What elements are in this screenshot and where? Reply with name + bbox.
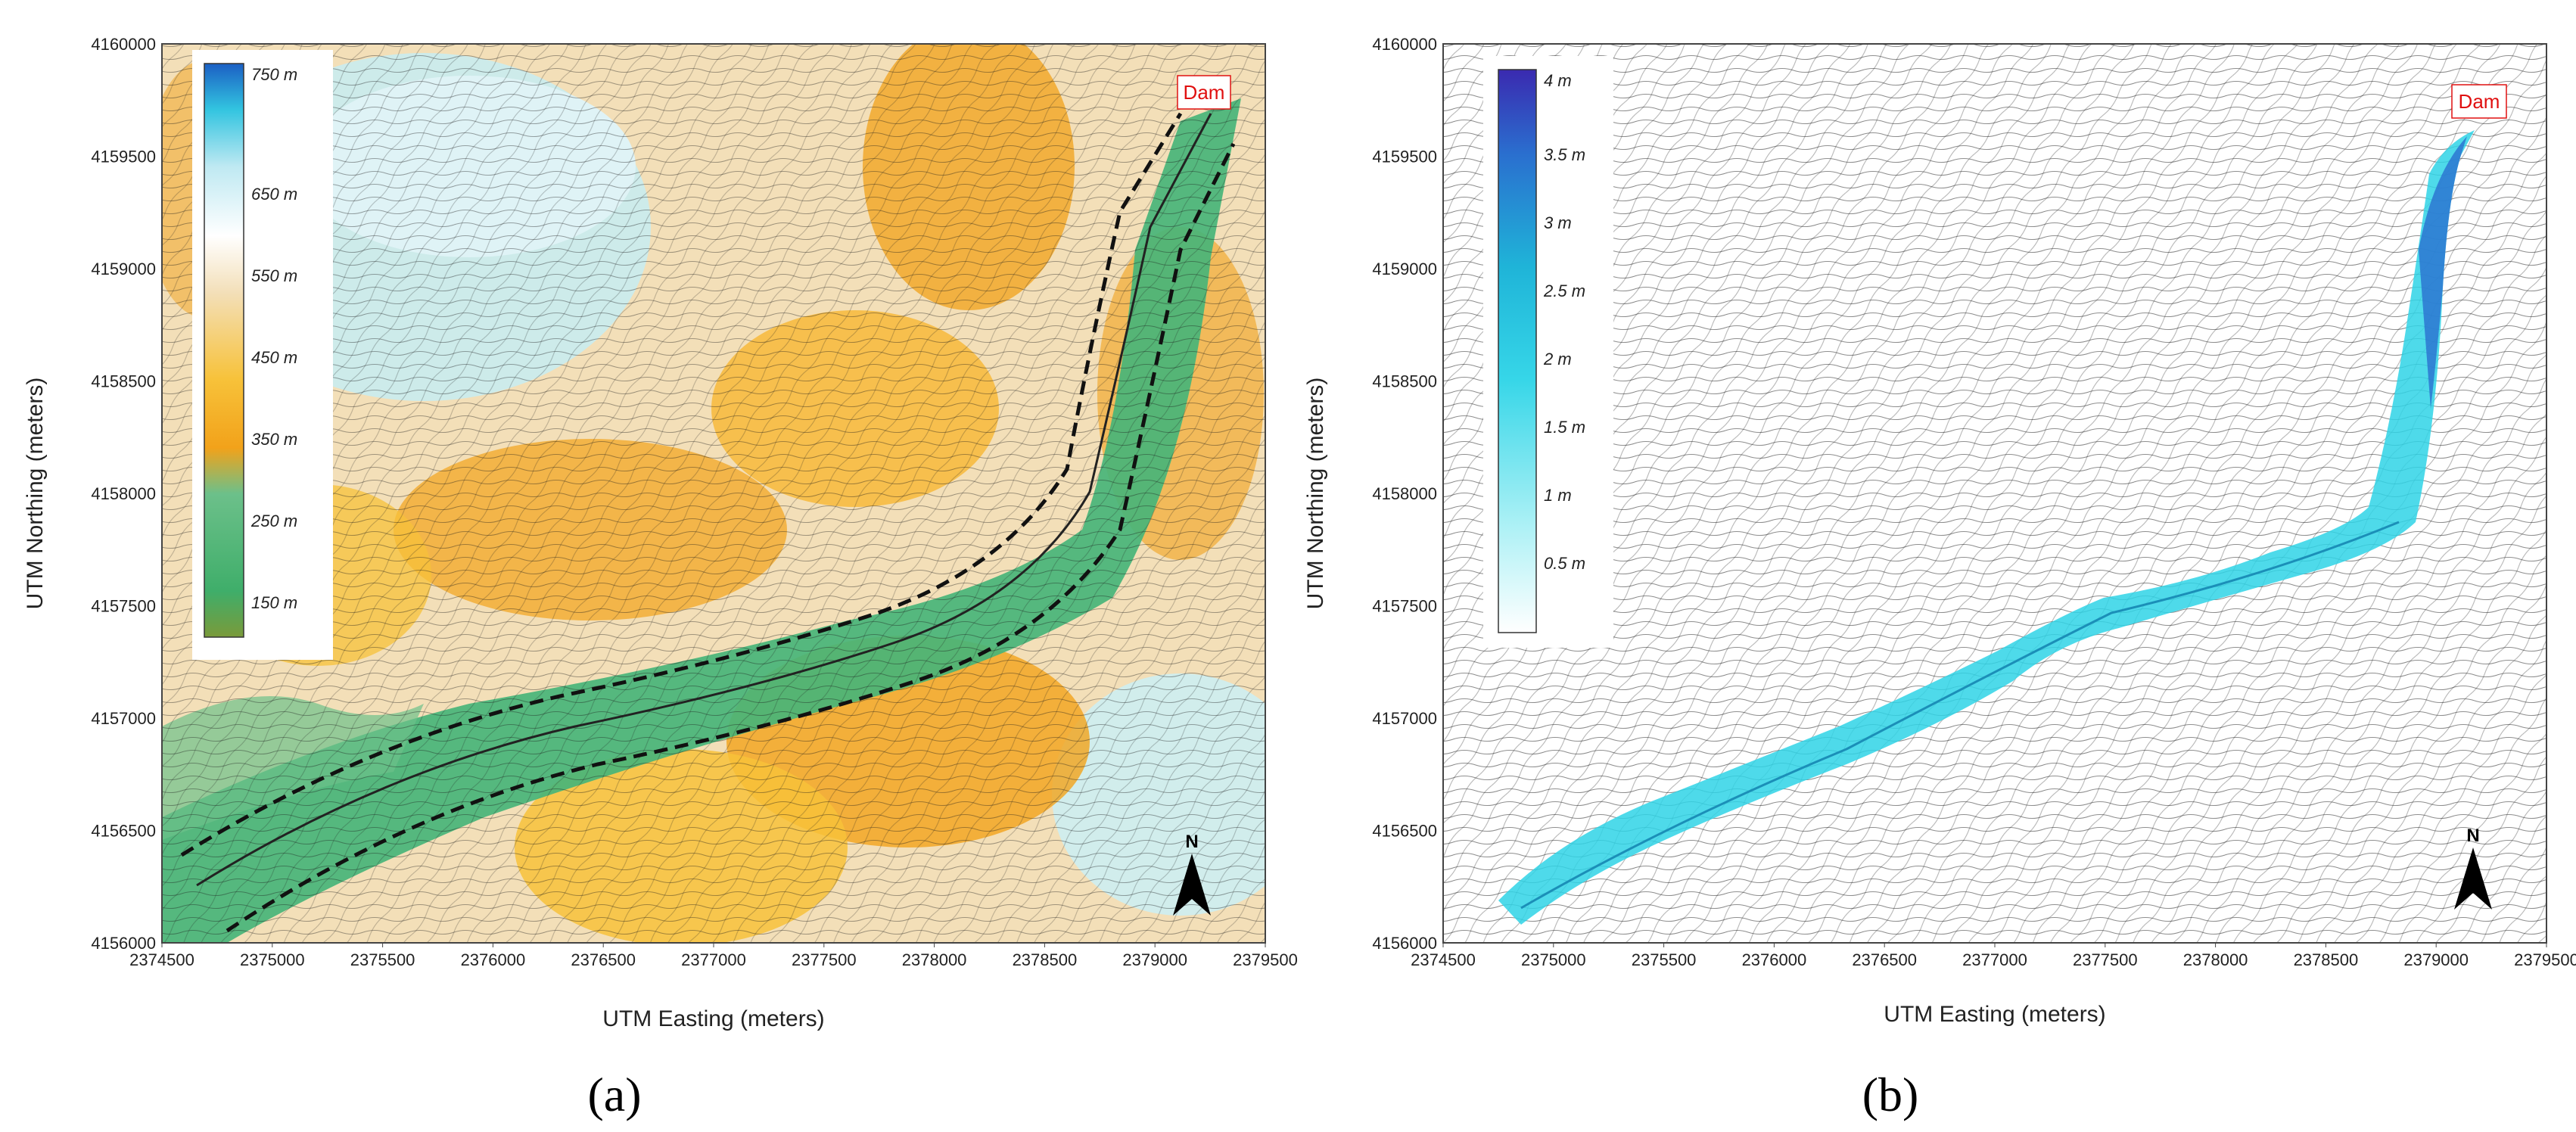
legend-b-label: 2.5 m <box>1543 281 1585 300</box>
legend-a-label: 750 m <box>251 65 297 84</box>
legend-b: 4 m 3.5 m 3 m 2.5 m 2 m 1.5 m 1 m 0.5 m <box>1483 56 1613 648</box>
y-tick-label: 4158000 <box>91 484 156 503</box>
panel-b: 4 m 3.5 m 3 m 2.5 m 2 m 1.5 m 1 m 0.5 m … <box>1303 35 2576 1121</box>
x-axis-a: 2374500 2375000 2375500 2376000 2376500 23770… <box>129 943 1298 969</box>
y-tick-label: 4156500 <box>1372 822 1437 841</box>
x-tick-label: 2378000 <box>902 950 967 969</box>
depth-colorbar <box>1498 69 1537 633</box>
y-tick-label: 4157000 <box>1372 709 1437 728</box>
legend-a-label: 650 m <box>251 185 297 204</box>
y-axis-a: 4156000 4156500 4157000 4157500 4158000 41585… <box>91 35 156 953</box>
map-b-terrain <box>1443 44 2546 943</box>
legend-b-label: 3 m <box>1544 213 1572 232</box>
x-tick-label: 2376000 <box>461 950 526 969</box>
x-tick-label: 2375000 <box>240 950 305 969</box>
y-tick-label: 4157500 <box>1372 597 1437 616</box>
legend-a: 750 m 650 m 550 m 450 m 350 m 250 m 150 … <box>192 50 333 660</box>
x-tick-label: 2377500 <box>792 950 857 969</box>
panel-a: 750 m 650 m 550 m 450 m 350 m 250 m 150 … <box>23 35 1298 1121</box>
x-tick-label: 2379000 <box>1122 950 1187 969</box>
inundation-extent <box>1498 130 2475 925</box>
legend-a-label: 450 m <box>251 348 297 367</box>
x-axis-title-a: UTM Easting (meters) <box>602 1006 824 1031</box>
legend-b-label: 4 m <box>1544 71 1572 90</box>
x-tick-label: 2379500 <box>2514 950 2576 969</box>
legend-a-label: 150 m <box>251 593 297 612</box>
x-tick-label: 2376500 <box>1852 950 1917 969</box>
y-tick-label: 4158000 <box>1372 484 1437 503</box>
y-tick-label: 4160000 <box>91 35 156 54</box>
y-tick-label: 4156000 <box>1372 934 1437 953</box>
x-tick-label: 2377000 <box>681 950 746 969</box>
north-letter-a: N <box>1185 832 1198 852</box>
y-tick-label: 4158500 <box>1372 372 1437 391</box>
x-axis-title-b: UTM Easting (meters) <box>1884 1002 2105 1027</box>
x-tick-label: 2374500 <box>129 950 194 969</box>
x-tick-label: 2377500 <box>2073 950 2138 969</box>
x-tick-label: 2375000 <box>1521 950 1586 969</box>
panel-label-a: (a) <box>587 1068 641 1121</box>
y-axis-title-b: UTM Northing (meters) <box>1303 378 1328 610</box>
y-tick-label: 4157000 <box>91 709 156 728</box>
legend-a-label: 550 m <box>251 266 297 285</box>
dam-label-b: Dam <box>2451 84 2507 119</box>
dam-text-a: Dam <box>1184 81 1225 104</box>
x-tick-label: 2374500 <box>1411 950 1476 969</box>
x-tick-label: 2376000 <box>1742 950 1807 969</box>
y-tick-label: 4159500 <box>1372 148 1437 166</box>
y-tick-label: 4156000 <box>91 934 156 953</box>
y-tick-label: 4158500 <box>91 372 156 391</box>
x-tick-label: 2378500 <box>2294 950 2359 969</box>
y-tick-label: 4160000 <box>1372 35 1437 54</box>
legend-b-label: 3.5 m <box>1544 145 1585 164</box>
x-tick-label: 2379500 <box>1233 950 1298 969</box>
legend-a-label: 250 m <box>250 512 297 530</box>
legend-b-label: 1.5 m <box>1544 418 1585 437</box>
dam-label-a: Dam <box>1177 75 1231 110</box>
y-tick-label: 4157500 <box>91 597 156 616</box>
x-tick-label: 2375500 <box>1632 950 1697 969</box>
x-axis-b: 2374500 2375000 2375500 2376000 2376500 23770… <box>1411 943 2576 969</box>
legend-b-label: 1 m <box>1544 486 1572 505</box>
north-arrow-b: N <box>2454 826 2492 910</box>
y-axis-title-a: UTM Northing (meters) <box>23 378 48 610</box>
legend-b-label: 2 m <box>1543 350 1572 369</box>
north-arrow-a: N <box>1173 832 1211 916</box>
x-tick-label: 2379000 <box>2403 950 2469 969</box>
x-tick-label: 2376500 <box>571 950 636 969</box>
y-tick-label: 4159000 <box>91 260 156 278</box>
north-letter-b: N <box>2466 826 2479 846</box>
legend-a-label: 350 m <box>251 430 297 449</box>
y-tick-label: 4159000 <box>1372 260 1437 278</box>
x-tick-label: 2377000 <box>1962 950 2027 969</box>
x-tick-label: 2375500 <box>350 950 415 969</box>
elevation-colorbar <box>204 63 244 638</box>
map-a-terrain <box>162 44 1265 943</box>
y-axis-b: 4156000 4156500 4157000 4157500 4158000 41585… <box>1372 35 1437 953</box>
dam-text-b: Dam <box>2459 90 2500 113</box>
legend-b-label: 0.5 m <box>1544 554 1585 573</box>
x-tick-label: 2378000 <box>2183 950 2248 969</box>
y-tick-label: 4156500 <box>91 822 156 841</box>
y-tick-label: 4159500 <box>91 148 156 166</box>
x-tick-label: 2378500 <box>1013 950 1078 969</box>
panel-label-b: (b) <box>1862 1068 1919 1121</box>
